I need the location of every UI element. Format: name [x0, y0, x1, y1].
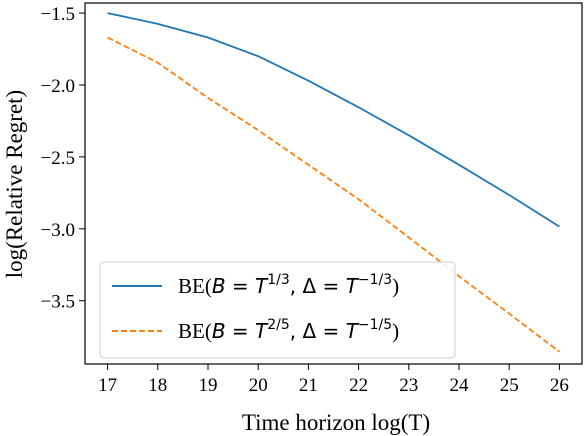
x-tick-label: 26 [550, 375, 569, 396]
series-line-1 [107, 12, 560, 228]
x-tick-label: 18 [148, 375, 167, 396]
y-tick-label: −2.5 [41, 148, 75, 169]
legend-box [99, 261, 456, 359]
plot-frame [84, 2, 583, 365]
x-tick-label: 23 [399, 375, 418, 396]
y-tick-label: −1.5 [41, 4, 75, 25]
y-axis-ticks: −1.5 −2.0 −2.5 −3.0 −3.5 [41, 4, 85, 313]
x-tick-label: 17 [98, 375, 117, 396]
legend: BE(B = T1/3, Δ = T−1/3) BE(B = T2/5, Δ =… [99, 261, 456, 359]
y-tick-label: −2.0 [41, 76, 75, 97]
y-axis-label: log(Relative Regret) [2, 90, 27, 278]
x-axis-label: Time horizon log(T) [242, 410, 430, 435]
series-line-2 [107, 36, 560, 353]
x-axis-ticks: 17 18 19 20 21 22 23 24 25 26 [98, 364, 569, 396]
x-tick-label: 22 [349, 375, 368, 396]
y-tick-label: −3.0 [41, 220, 75, 241]
x-tick-label: 20 [249, 375, 268, 396]
legend-label-series-2: BE(B = T2/5, Δ = T−1/5) [178, 317, 399, 343]
legend-label-series-1: BE(B = T1/3, Δ = T−1/3) [178, 272, 399, 298]
x-tick-label: 19 [198, 375, 217, 396]
x-tick-label: 25 [500, 375, 519, 396]
y-tick-label: −3.5 [41, 292, 75, 313]
x-tick-label: 21 [299, 375, 318, 396]
x-tick-label: 24 [450, 375, 470, 396]
series-layer [107, 12, 560, 353]
